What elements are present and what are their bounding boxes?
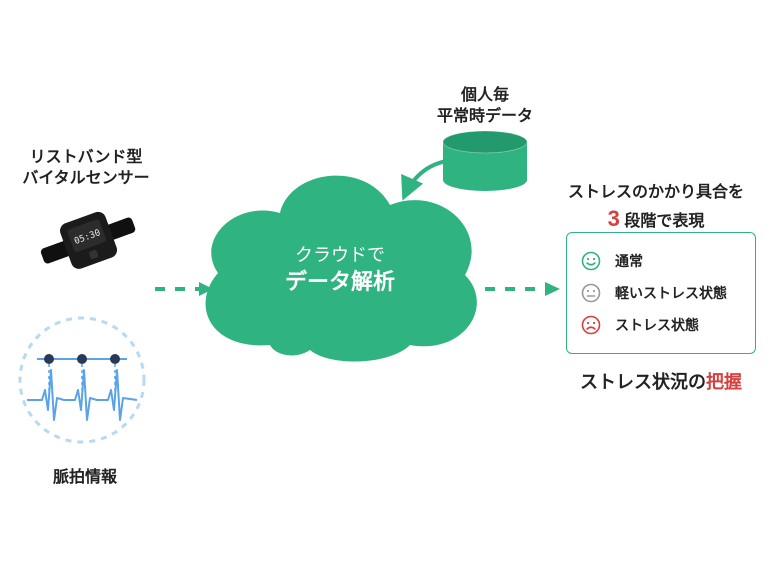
status-box: 通常 軽いストレス状態 ストレス状態 <box>566 232 756 354</box>
cloud-line2: データ解析 <box>285 269 395 294</box>
sensor-title-line1: リストバンド型 <box>30 149 143 166</box>
ecg-marker-1 <box>44 354 54 364</box>
status-label-stress: ストレス状態 <box>615 315 699 335</box>
arrow-db-to-cloud <box>394 155 464 205</box>
database-title-line2: 平常時データ <box>437 108 533 125</box>
status-row-stress: ストレス状態 <box>581 309 741 341</box>
status-row-light: 軽いストレス状態 <box>581 277 741 309</box>
result-title-suffix: 段階で表現 <box>624 213 704 230</box>
neutral-icon <box>581 283 601 303</box>
ecg-circle <box>20 318 144 442</box>
arrow-cloud-to-result <box>485 280 560 298</box>
ecg-marker-2 <box>77 354 87 364</box>
ecg-marker-3 <box>110 354 120 364</box>
result-sub-red: 把握 <box>706 372 742 392</box>
pulse-label: 脈拍情報 <box>30 463 140 487</box>
status-label-light: 軽いストレス状態 <box>615 283 727 303</box>
arrow-sensor-to-cloud <box>155 280 213 298</box>
result-sub-prefix: ストレス状況の <box>580 372 706 392</box>
wristband-device: 05:30 <box>30 197 145 287</box>
database-title: 個人毎 平常時データ <box>415 86 555 128</box>
result-title: ストレスのかかり具合を 3 段階で表現 <box>546 182 766 233</box>
cloud-text: クラウドで データ解析 <box>190 243 490 297</box>
status-row-normal: 通常 <box>581 245 741 277</box>
frown-icon <box>581 315 601 335</box>
sensor-title: リストバンド型 バイタルセンサー <box>6 148 166 190</box>
status-label-normal: 通常 <box>615 251 643 271</box>
database-title-line1: 個人毎 <box>461 87 509 104</box>
result-subtitle: ストレス状況の把握 <box>556 368 766 394</box>
result-title-number: 3 <box>608 206 620 231</box>
cloud-line1: クラウドで <box>295 245 385 265</box>
ecg-graphic <box>12 310 152 450</box>
sensor-title-line2: バイタルセンサー <box>22 170 149 187</box>
smile-icon <box>581 251 601 271</box>
result-title-prefix: ストレスのかかり具合を <box>568 184 744 201</box>
